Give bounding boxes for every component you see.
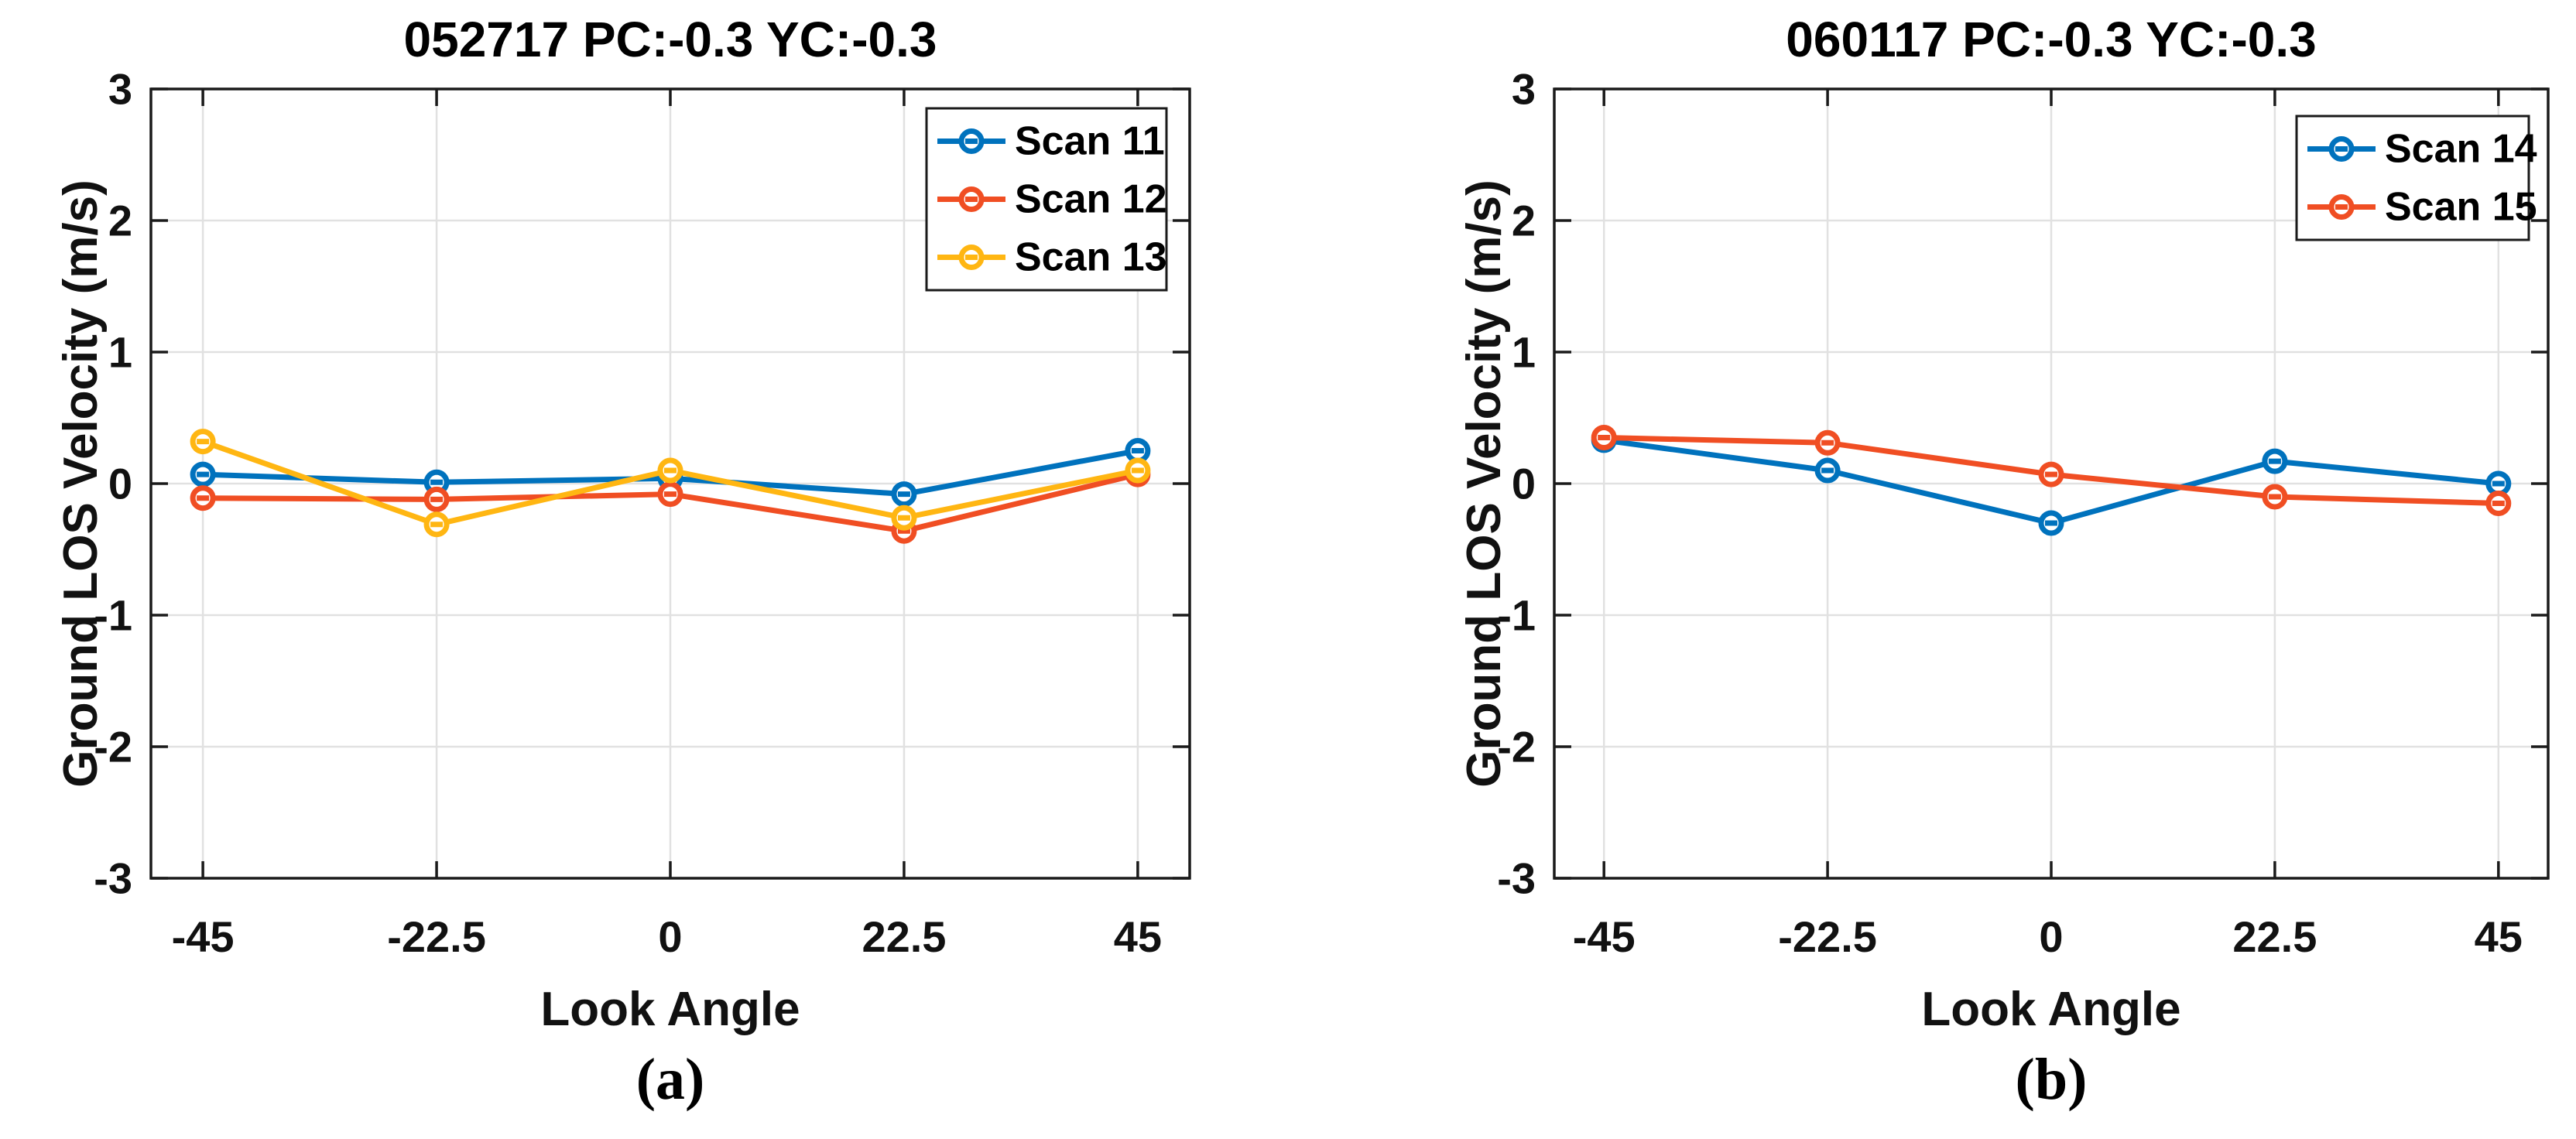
- chart-title: 060117 PC:-0.3 YC:-0.3: [1786, 12, 2316, 67]
- y-tick-label: -2: [1497, 723, 1536, 771]
- legend: Scan 11 Scan 12 Scan 13: [925, 107, 1168, 292]
- subfigure-caption-b: (b): [2015, 1047, 2088, 1112]
- x-tick-label: 0: [658, 912, 682, 961]
- y-tick-label: 0: [108, 460, 132, 508]
- y-tick-label: 1: [108, 328, 132, 377]
- x-tick-label: -22.5: [1778, 912, 1877, 961]
- y-tick-label: 2: [1512, 197, 1536, 245]
- chart-b: -45 -22.5 0 22.5 45 -3 -2 -1 0 1 2 3 060117 PC:-0.3 …: [1458, 12, 2550, 1036]
- y-tick-label: 1: [1512, 328, 1536, 377]
- x-axis-label: Look Angle: [1921, 983, 2180, 1036]
- y-tick-label: 0: [1512, 460, 1536, 508]
- legend-label: Scan 12: [1015, 177, 1167, 222]
- x-tick-label: -45: [1573, 912, 1636, 961]
- y-tick-label: -1: [94, 591, 132, 640]
- x-tick-label: 0: [2039, 912, 2063, 961]
- x-tick-label: 45: [2475, 912, 2523, 961]
- chart-a: -45 -22.5 0 22.5 45 -3 -2 -1 0 1 2 3 052717 PC:-0.3 …: [54, 12, 1191, 1036]
- legend: Scan 14 Scan 15: [2295, 115, 2537, 241]
- y-tick-label: -3: [1497, 854, 1536, 903]
- legend-box: [2295, 115, 2530, 241]
- subfigure-caption-a: (a): [635, 1047, 705, 1112]
- legend-label: Scan 13: [1015, 235, 1167, 280]
- x-tick-label: -22.5: [387, 912, 486, 961]
- x-axis-label: Look Angle: [540, 983, 800, 1036]
- series-scan-15: [1591, 425, 2512, 516]
- series-scan-13: [190, 429, 1151, 538]
- y-tick-label: 3: [1512, 65, 1536, 114]
- legend-label: Scan 15: [2385, 185, 2537, 230]
- x-tick-label: 22.5: [862, 912, 946, 961]
- x-tick-label: 22.5: [2232, 912, 2317, 961]
- x-tick-label: -45: [172, 912, 235, 961]
- legend-label: Scan 11: [1015, 119, 1165, 164]
- series-scan-14: [1591, 427, 2512, 536]
- chart-title: 052717 PC:-0.3 YC:-0.3: [404, 12, 937, 67]
- y-tick-label: -3: [94, 854, 132, 903]
- y-tick-label: 2: [108, 197, 132, 245]
- y-tick-label: -2: [94, 723, 132, 771]
- x-tick-label: 45: [1114, 912, 1162, 961]
- y-axis-label: Ground LOS Velocity (m/s): [1458, 180, 1511, 787]
- y-tick-label: -1: [1497, 591, 1536, 640]
- y-tick-label: 3: [108, 65, 132, 114]
- legend-label: Scan 14: [2385, 127, 2537, 172]
- y-axis-label: Ground LOS Velocity (m/s): [54, 180, 108, 787]
